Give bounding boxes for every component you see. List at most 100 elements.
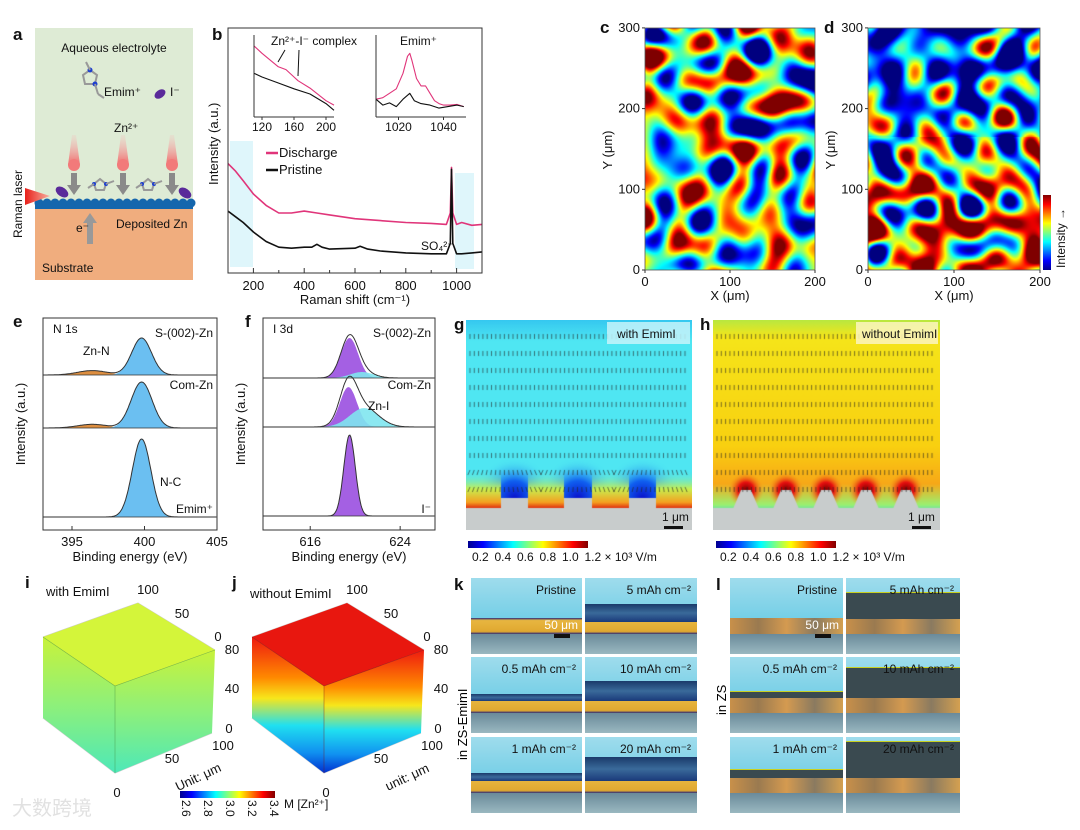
zn-grain [170,198,180,208]
x-tick-label: 400 [134,534,156,549]
micrograph-cell: 10 mAh cm⁻² [846,657,960,733]
concentration-colorbar [180,791,275,798]
substrate-region [35,207,193,280]
zn-grain [178,198,188,208]
y-tick-label: 0 [856,262,863,277]
x-tick-label: 100 [719,274,741,289]
stack-label: Emim⁺ [176,502,213,516]
field-simulation-g [466,320,692,530]
x-tick-label: 200 [804,274,826,289]
laser-beams [67,135,179,195]
y-tick-label: 100 [841,181,863,196]
zn-grain [186,198,196,208]
zn-deposit [730,691,843,698]
zn-foil [846,697,960,713]
cube-tick-label: 40 [434,681,448,696]
cube-right-face [324,650,424,773]
cube-tick-label: 100 [137,582,159,597]
capacity-label: 0.5 mAh cm⁻² [501,662,576,676]
substrate-shadow [846,793,960,813]
intensity-colorbar [1043,195,1051,270]
zn-grain-row [34,198,196,208]
zn-deposit [585,603,697,622]
inset-tick-label: 160 [284,120,304,134]
zn-foil [730,697,843,713]
down-arrow-icon [67,185,81,195]
panel-label-g: g [454,315,464,334]
cube-tick-label: 50 [374,751,388,766]
colorbar-tick-label: 3.0 [223,800,237,817]
colorbar-tick-label: 0.2 [720,550,737,564]
x-tick-label: 405 [206,534,228,549]
panel-label-j: j [231,573,237,592]
y-tick-label: 200 [618,101,640,116]
field-colorbar [468,541,588,548]
peak-component [43,382,217,428]
zn-deposit [846,592,960,619]
zn-grain [146,198,156,208]
zn-foil [730,777,843,793]
x-tick-label: 0 [864,274,871,289]
substrate-shadow [846,634,960,654]
micrograph-cell: 20 mAh cm⁻² [846,737,960,813]
laser-beam [117,135,129,165]
series-line-pristine [375,92,464,109]
cube-tick-label: 0 [113,785,120,800]
condition-tag-bg [607,322,690,344]
cube-tick-label: 50 [384,606,398,621]
condition-tag-with: with EmimI [616,327,676,341]
colorbar-tick-label: 2.8 [201,800,215,817]
panel-label-f: f [245,312,251,331]
cube-tick-label: 0 [423,629,430,644]
y-tick-label: 100 [618,181,640,196]
plot-frame [227,27,483,274]
watermark-logo: 大数跨境 [12,797,92,820]
down-arrow-icon [169,173,175,186]
legend-pristine: Pristine [279,162,322,177]
substrate-shadow [585,793,697,813]
colorbar-tick-label: 2.6 [179,800,193,817]
zn-foil [471,697,582,713]
x-tick-label: 200 [243,278,265,293]
peak-component [263,435,435,516]
micrograph-cell: 5 mAh cm⁻² [846,578,960,654]
zn-foil [585,697,697,713]
colorbar-tick-label: 1.0 [810,550,827,564]
zn-grain [114,198,124,208]
iodide-label: I⁻ [170,85,180,99]
map-frame [644,27,816,271]
core-level-title: N 1s [53,322,78,336]
y-axis-title: Intensity (a.u.) [206,103,221,185]
zn-grain [74,198,84,208]
colorbar-tick-label: 0.4 [495,550,512,564]
so4-annotation: SO₄²⁻ [421,239,454,253]
colorbar-tick-label: 1.2 × 10³ V/m [833,550,905,564]
laser-beam [68,135,80,165]
schematic-a: Aqueous electrolyte Emim⁺ I⁻ Zn²⁺ Raman … [11,28,196,280]
scale-bar [554,634,570,638]
colorbar-tick-label: 1.0 [562,550,579,564]
peak-component [263,408,435,427]
stack-label: Com-Zn [170,378,213,392]
micrograph-cell: 5 mAh cm⁻² [585,578,697,654]
scale-bar-label: 1 μm [908,510,935,524]
cube-tick-label: 100 [421,738,443,753]
laser-spot [166,159,178,171]
laser-spot [117,159,129,171]
substrate-shadow [471,793,582,813]
capacity-label: 20 mAh cm⁻² [619,742,691,756]
micrograph-cell: 10 mAh cm⁻² [585,657,697,733]
stack-label: S-(002)-Zn [155,326,213,340]
zn-grain [154,198,164,208]
capacity-label: 10 mAh cm⁻² [619,662,691,676]
capacity-label: 1 mAh cm⁻² [772,742,837,756]
zn-foil [585,777,697,793]
x-tick-label: 395 [61,534,83,549]
capacity-label: 1 mAh cm⁻² [511,742,576,756]
substrate-shadow [730,713,843,733]
series-line-discharge [227,163,483,227]
zn-grain [138,198,148,208]
panel-label-i: i [25,573,30,592]
colorbar-tick-label: 3.2 [245,800,259,817]
component-label: Zn-N [83,344,110,358]
